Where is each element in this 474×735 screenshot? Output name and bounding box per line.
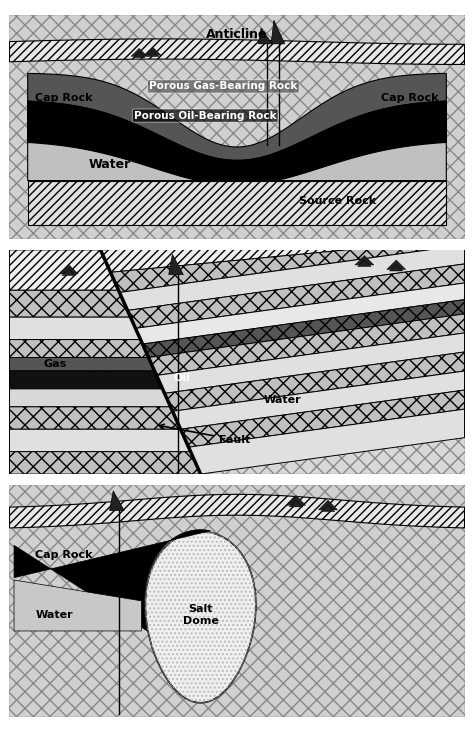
Polygon shape [9,290,130,318]
Text: Cap Rock: Cap Rock [36,550,93,559]
Polygon shape [258,28,272,44]
Text: Water: Water [36,610,74,620]
Polygon shape [357,260,371,267]
Polygon shape [100,239,465,273]
Text: Anticline: Anticline [206,29,268,41]
Polygon shape [145,47,161,55]
Polygon shape [27,101,447,185]
Polygon shape [119,245,465,310]
Text: Oil: Oil [174,373,191,383]
Polygon shape [59,265,78,274]
Polygon shape [181,390,465,447]
Polygon shape [169,254,183,275]
Polygon shape [27,181,447,226]
Text: Source Rock: Source Rock [299,196,376,206]
Text: Gas: Gas [43,359,67,369]
Text: Cap Rock: Cap Rock [36,93,93,103]
Polygon shape [14,580,141,631]
Polygon shape [9,318,140,340]
Text: Porous Gas-Bearing Rock: Porous Gas-Bearing Rock [149,82,298,91]
Polygon shape [156,333,465,393]
Polygon shape [131,49,147,57]
Polygon shape [9,371,163,389]
Polygon shape [9,340,148,357]
Polygon shape [289,500,303,507]
Polygon shape [27,74,447,160]
Polygon shape [9,39,465,65]
Text: Water: Water [89,159,131,171]
Polygon shape [9,495,465,528]
Polygon shape [355,256,374,265]
Text: Salt
Dome: Salt Dome [182,604,219,625]
Polygon shape [62,269,75,276]
Polygon shape [9,407,181,429]
Text: Cap Rock: Cap Rock [381,93,438,103]
Polygon shape [321,505,335,512]
Text: Porous Oil-Bearing Rock: Porous Oil-Bearing Rock [134,110,276,121]
Polygon shape [136,283,465,344]
Polygon shape [146,531,256,703]
Polygon shape [9,357,155,371]
Polygon shape [390,265,403,271]
Polygon shape [147,51,159,57]
Polygon shape [173,371,465,429]
Polygon shape [148,314,465,376]
Polygon shape [109,491,124,511]
Polygon shape [110,239,465,293]
Polygon shape [143,300,465,357]
Polygon shape [164,352,465,412]
Polygon shape [9,250,119,290]
Polygon shape [9,389,171,407]
Polygon shape [189,409,465,474]
Polygon shape [14,530,210,631]
Polygon shape [287,495,306,505]
Polygon shape [9,429,191,451]
Polygon shape [128,264,465,329]
Polygon shape [271,21,285,44]
Text: Fault: Fault [160,424,250,445]
Polygon shape [9,451,201,474]
Text: Water: Water [264,395,301,405]
Polygon shape [319,500,337,510]
Polygon shape [387,260,406,270]
Polygon shape [133,52,145,57]
Polygon shape [27,143,447,185]
